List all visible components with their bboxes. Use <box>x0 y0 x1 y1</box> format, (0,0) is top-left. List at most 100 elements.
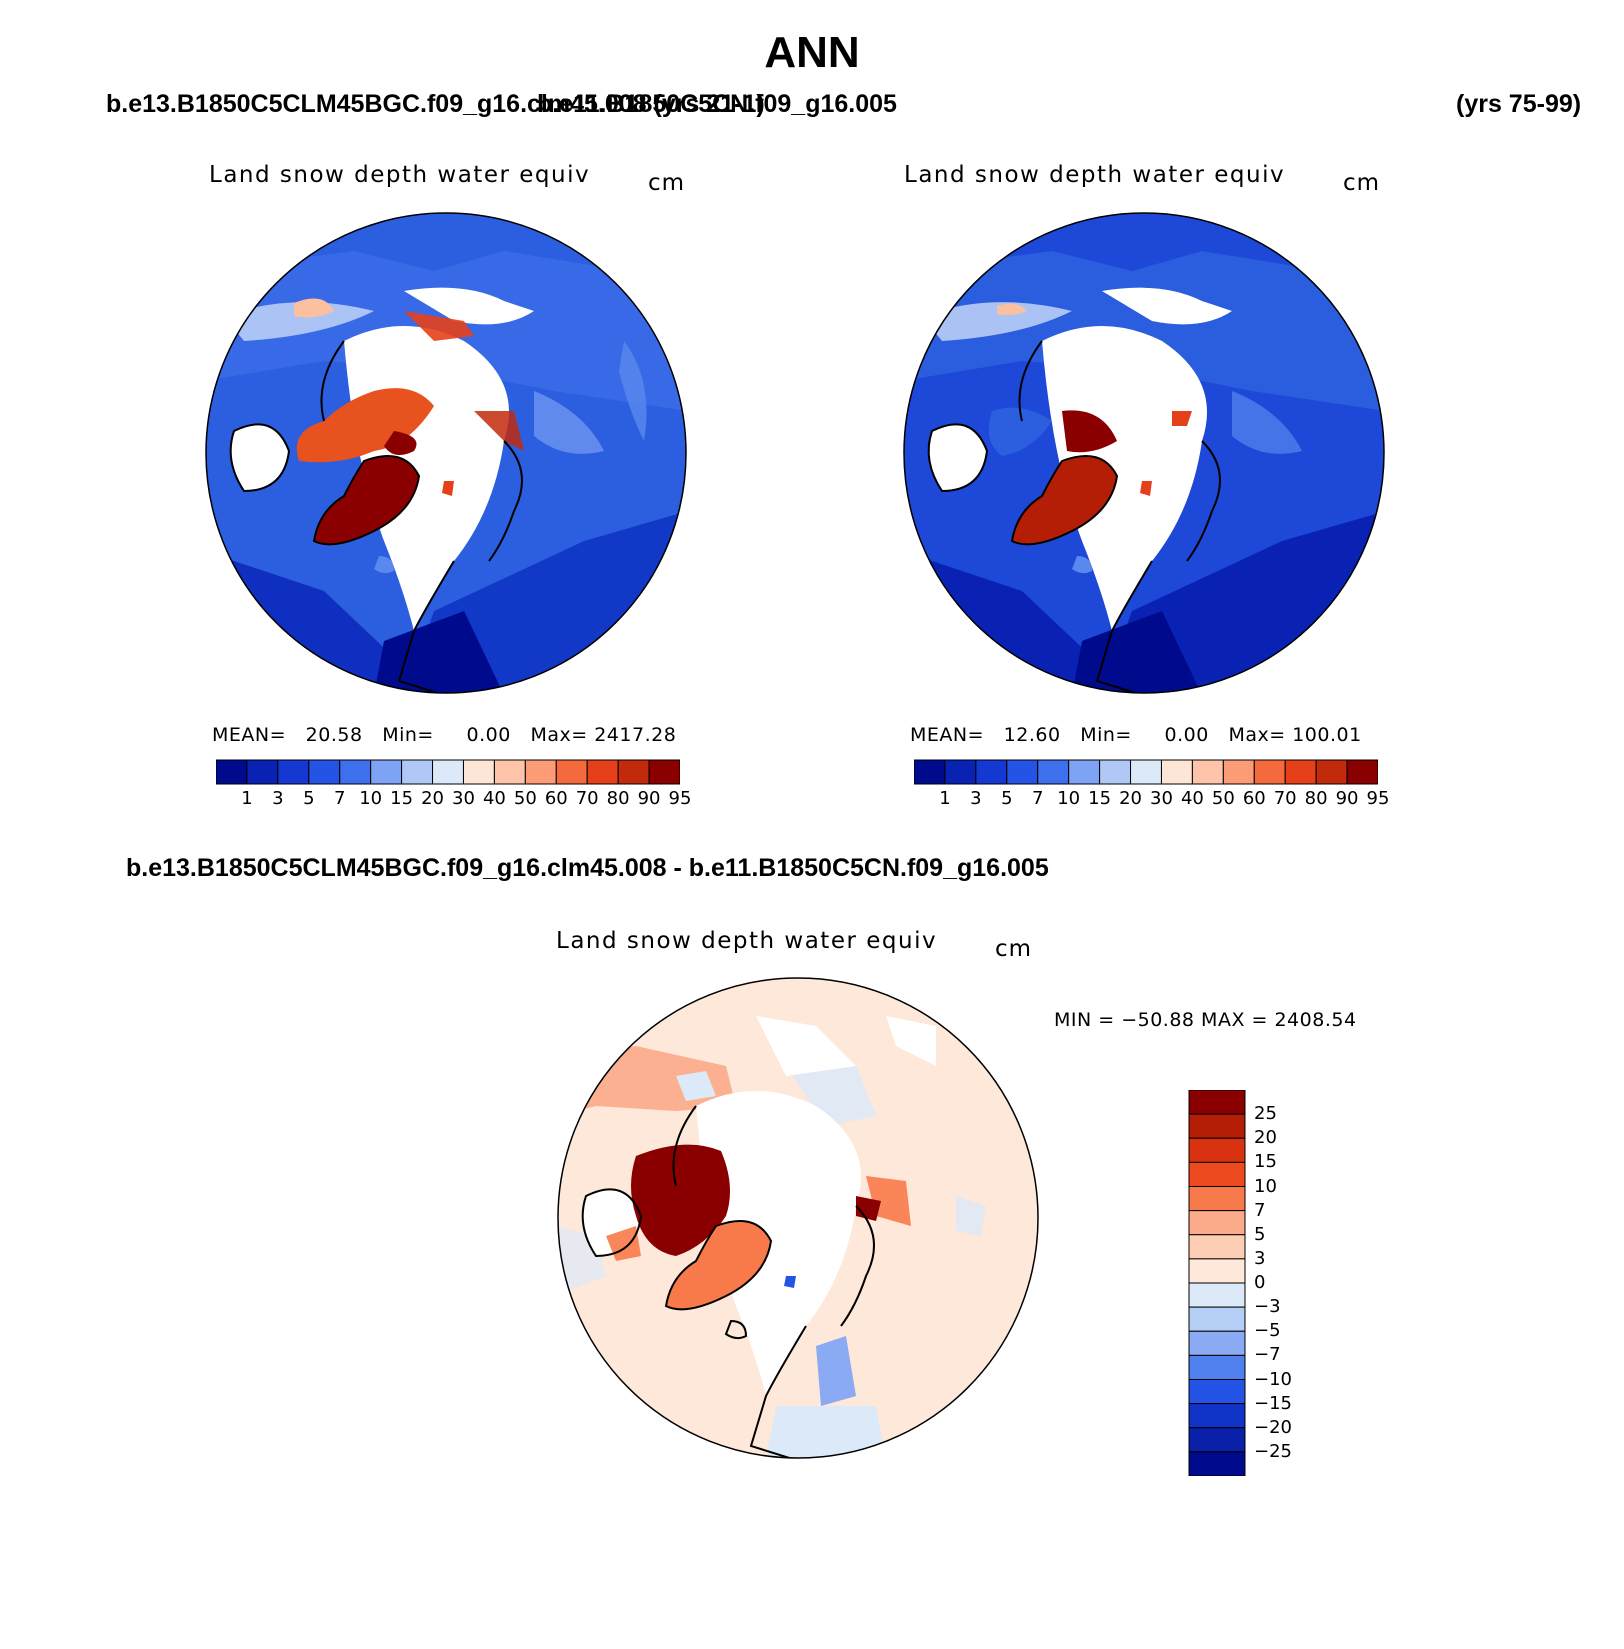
colorbar-left-swatch <box>432 759 464 785</box>
colorbar-left-swatch <box>216 759 248 785</box>
mean-value-right: 12.60 <box>1003 724 1061 746</box>
colorbar-diff <box>1188 1090 1246 1476</box>
colorbar-right-swatch <box>1006 759 1039 785</box>
colorbar-left-tick-label: 1 <box>241 788 253 809</box>
colorbar-diff-swatch <box>1188 1113 1246 1139</box>
colorbar-diff-tick-label: −15 <box>1254 1392 1292 1414</box>
colorbar-diff-swatch <box>1188 1210 1246 1236</box>
colorbar-right-tick-label: 20 <box>1119 788 1142 809</box>
colorbar-right-labels: 1 3 5 7 10 15 20 30 40 50 60 70 80 90 95 <box>914 788 1389 812</box>
colorbar-diff-tick-label: −5 <box>1254 1320 1281 1342</box>
colorbar-left-tick-label: 7 <box>333 788 346 809</box>
panel-left-title: Land snow depth water equiv <box>209 162 591 188</box>
colorbar-left-tick-label: 3 <box>272 788 284 809</box>
polar-map-left <box>205 212 687 694</box>
colorbar-left-swatch <box>339 759 372 785</box>
colorbar-left-labels: 1 3 5 7 10 15 20 30 40 50 60 70 80 90 95 <box>216 788 691 812</box>
colorbar-diff-tick-label: 3 <box>1254 1247 1266 1269</box>
panel-left-stats: MEAN= 20.58 Min= 0.00 Max= 2417.28 <box>212 724 676 746</box>
colorbar-left-tick-label: 30 <box>452 788 475 809</box>
polar-map-right <box>903 212 1385 694</box>
colorbar-right-swatch <box>1253 759 1286 785</box>
colorbar-diff-tick-label: 20 <box>1254 1127 1277 1149</box>
colorbar-right-swatch <box>1130 759 1162 785</box>
min-value-left: 0.00 <box>466 724 511 746</box>
min-label-left: Min= <box>382 724 434 746</box>
colorbar-left-tick-label: 5 <box>303 788 315 809</box>
mean-value-left: 20.58 <box>305 724 363 746</box>
panel-right-stats: MEAN= 12.60 Min= 0.00 Max= 100.01 <box>910 724 1362 746</box>
colorbar-diff-tick-label: 10 <box>1254 1175 1277 1197</box>
min-label-right: Min= <box>1080 724 1132 746</box>
colorbar-left-tick-label: 60 <box>544 788 568 809</box>
colorbar-right-swatch <box>1284 759 1317 785</box>
main-title: ANN <box>764 28 860 77</box>
colorbar-left-tick-label: 90 <box>637 788 661 809</box>
colorbar-right <box>914 759 1378 785</box>
panel-diff-units: cm <box>995 936 1033 962</box>
colorbar-right-swatch <box>1315 759 1348 785</box>
colorbar-left-tick-label: 95 <box>668 788 692 809</box>
colorbar-right-swatch <box>944 759 977 785</box>
colorbar-right-swatch <box>1346 759 1378 785</box>
map-boundary-left <box>205 212 687 694</box>
years-right: (yrs 75-99) <box>1456 90 1582 118</box>
colorbar-diff-tick-label: −7 <box>1254 1344 1281 1366</box>
colorbar-right-tick-label: 70 <box>1273 788 1297 809</box>
colorbar-left-swatch <box>246 759 279 785</box>
colorbar-left-swatch <box>617 759 650 785</box>
colorbar-diff-swatch <box>1188 1258 1246 1284</box>
min-value-right: 0.00 <box>1164 724 1209 746</box>
colorbar-right-tick-label: 10 <box>1057 788 1081 809</box>
colorbar-right-swatch <box>975 759 1008 785</box>
map-boundary-right <box>903 212 1385 694</box>
colorbar-right-swatch <box>1037 759 1070 785</box>
panel-left-units: cm <box>648 170 686 196</box>
colorbar-diff-swatch <box>1188 1379 1246 1405</box>
map-boundary-diff <box>557 977 1039 1459</box>
colorbar-right-swatch <box>1191 759 1224 785</box>
colorbar-right-swatch <box>1099 759 1132 785</box>
mean-label-right: MEAN= <box>910 724 985 746</box>
colorbar-diff-tick-label: 25 <box>1254 1103 1277 1125</box>
colorbar-right-tick-label: 15 <box>1088 788 1112 809</box>
colorbar-diff-tick-label: −20 <box>1254 1416 1292 1438</box>
diff-minmax: MIN = −50.88 MAX = 2408.54 <box>1054 1009 1357 1031</box>
colorbar-diff-swatch <box>1188 1090 1246 1115</box>
colorbar-diff-swatch <box>1188 1451 1246 1476</box>
colorbar-diff-swatch <box>1188 1354 1246 1380</box>
colorbar-diff-tick-label: 0 <box>1254 1272 1266 1293</box>
colorbar-diff-swatch <box>1188 1137 1246 1163</box>
colorbar-left-tick-label: 70 <box>575 788 599 809</box>
colorbar-right-swatch <box>914 759 946 785</box>
colorbar-right-tick-label: 40 <box>1180 788 1204 809</box>
colorbar-right-tick-label: 95 <box>1366 788 1390 809</box>
colorbar-right-tick-label: 5 <box>1001 788 1013 809</box>
colorbar-left-swatch <box>462 759 495 785</box>
colorbar-left-swatch <box>586 759 619 785</box>
colorbar-right-tick-label: 90 <box>1335 788 1359 809</box>
max-label-left: Max= <box>530 724 588 746</box>
colorbar-diff-swatch <box>1188 1282 1246 1308</box>
colorbar-diff-swatch <box>1188 1403 1246 1429</box>
max-value-left: 2417.28 <box>594 724 677 746</box>
colorbar-left-swatch <box>524 759 557 785</box>
colorbar-left-tick-label: 15 <box>390 788 414 809</box>
colorbar-diff-tick-label: 7 <box>1254 1199 1266 1221</box>
panel-diff-title: Land snow depth water equiv <box>556 928 938 954</box>
mean-label-left: MEAN= <box>212 724 287 746</box>
colorbar-right-swatch <box>1160 759 1193 785</box>
colorbar-left-tick-label: 20 <box>421 788 444 809</box>
colorbar-right-tick-label: 60 <box>1242 788 1266 809</box>
colorbar-left-tick-label: 50 <box>513 788 537 809</box>
colorbar-diff-tick-label: −3 <box>1254 1296 1281 1318</box>
colorbar-left <box>216 759 680 785</box>
colorbar-left-swatch <box>648 759 680 785</box>
polar-map-diff <box>557 977 1039 1459</box>
colorbar-left-swatch <box>277 759 310 785</box>
case-name-left: b.e13.B1850C5CLM45BGC.f09_g16.clm45.008 … <box>106 90 765 118</box>
colorbar-left-swatch <box>555 759 588 785</box>
colorbar-right-tick-label: 7 <box>1031 788 1044 809</box>
colorbar-left-tick-label: 40 <box>482 788 506 809</box>
colorbar-left-swatch <box>401 759 434 785</box>
